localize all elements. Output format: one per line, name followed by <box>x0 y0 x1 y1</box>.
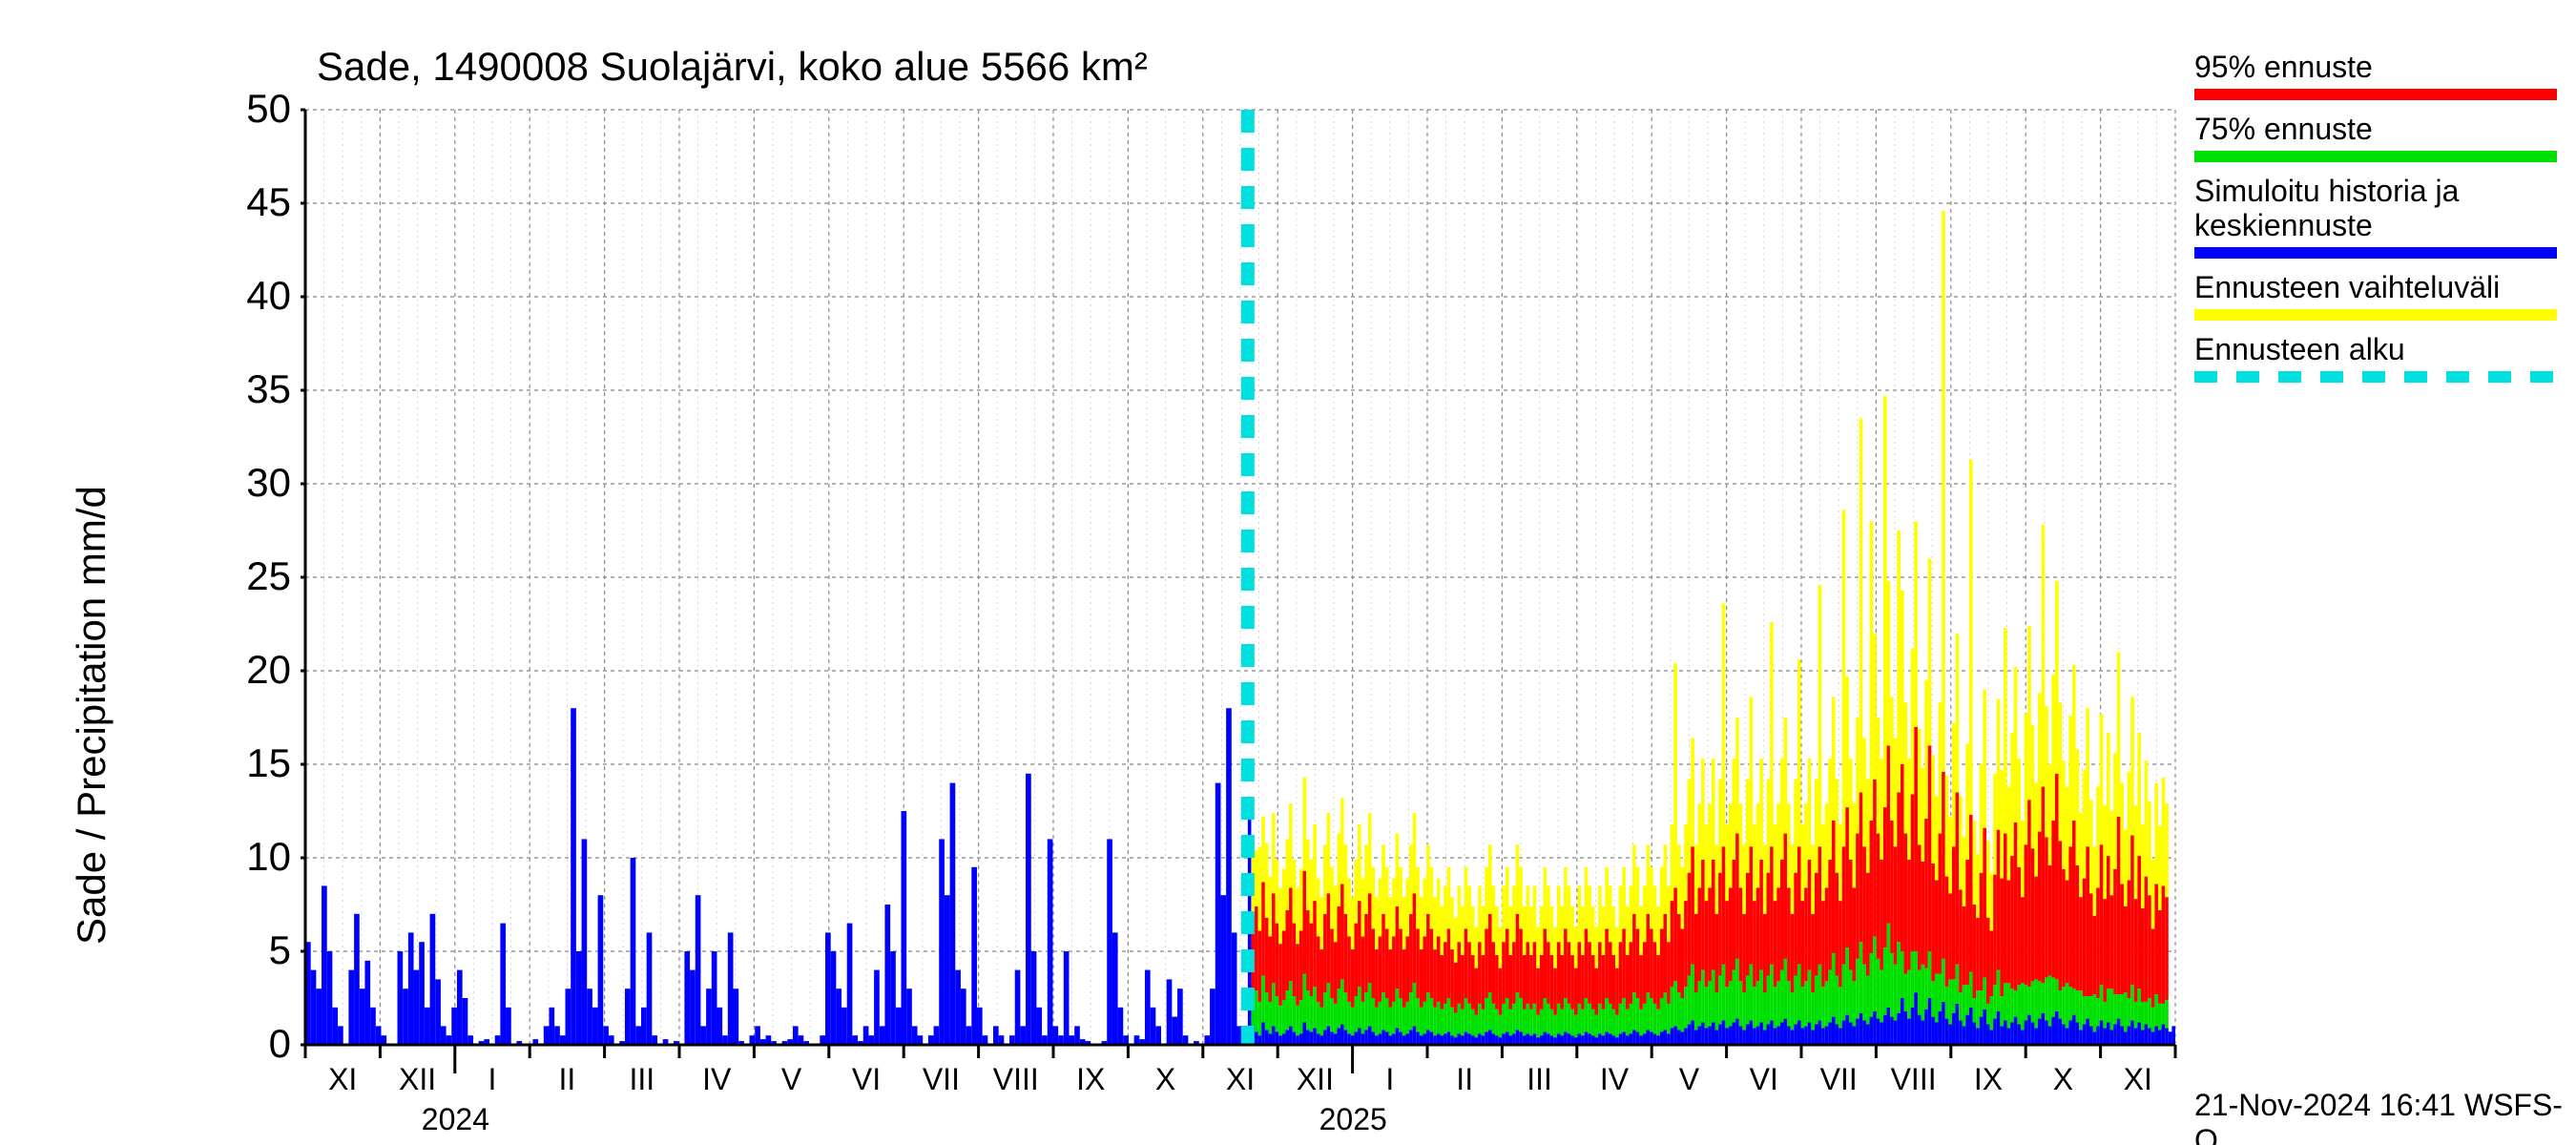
y-tick: 40 <box>196 273 291 319</box>
y-tick: 35 <box>196 366 291 412</box>
y-tick: 30 <box>196 460 291 506</box>
legend-label: Ennusteen vaihteluväli <box>2194 270 2557 305</box>
legend-item: Simuloitu historia jakeskiennuste <box>2194 174 2557 260</box>
chart-title: Sade, 1490008 Suolajärvi, koko alue 5566… <box>317 44 1148 90</box>
y-tick: 20 <box>196 647 291 693</box>
precipitation-chart: Sade, 1490008 Suolajärvi, koko alue 5566… <box>0 0 2576 1145</box>
year-label: 2025 <box>1319 1102 1387 1137</box>
legend-item: 75% ennuste <box>2194 112 2557 162</box>
legend-item: Ennusteen alku <box>2194 332 2557 383</box>
y-tick: 45 <box>196 179 291 225</box>
legend-item: Ennusteen vaihteluväli <box>2194 270 2557 321</box>
y-tick: 10 <box>196 834 291 880</box>
legend-swatch <box>2194 89 2557 100</box>
y-tick: 0 <box>196 1021 291 1067</box>
legend-swatch <box>2194 371 2557 383</box>
plot-area <box>301 105 2209 1078</box>
y-tick: 50 <box>196 86 291 132</box>
legend-label: Ennusteen alku <box>2194 332 2557 367</box>
year-label: 2024 <box>422 1102 489 1137</box>
legend-swatch <box>2194 247 2557 259</box>
y-tick: 5 <box>196 927 291 973</box>
legend-label: 75% ennuste <box>2194 112 2557 147</box>
legend-item: 95% ennuste <box>2194 50 2557 100</box>
y-tick: 25 <box>196 553 291 599</box>
legend-swatch <box>2194 309 2557 321</box>
legend: 95% ennuste 75% ennuste Simuloitu historia… <box>2194 50 2557 394</box>
y-tick: 15 <box>196 740 291 786</box>
legend-label: keskiennuste <box>2194 208 2557 243</box>
legend-label: 95% ennuste <box>2194 50 2557 85</box>
y-axis-label: Sade / Precipitation mm/d <box>69 486 114 945</box>
footer-timestamp: 21-Nov-2024 16:41 WSFS-O <box>2194 1088 2576 1145</box>
legend-label: Simuloitu historia ja <box>2194 174 2557 209</box>
legend-swatch <box>2194 151 2557 162</box>
